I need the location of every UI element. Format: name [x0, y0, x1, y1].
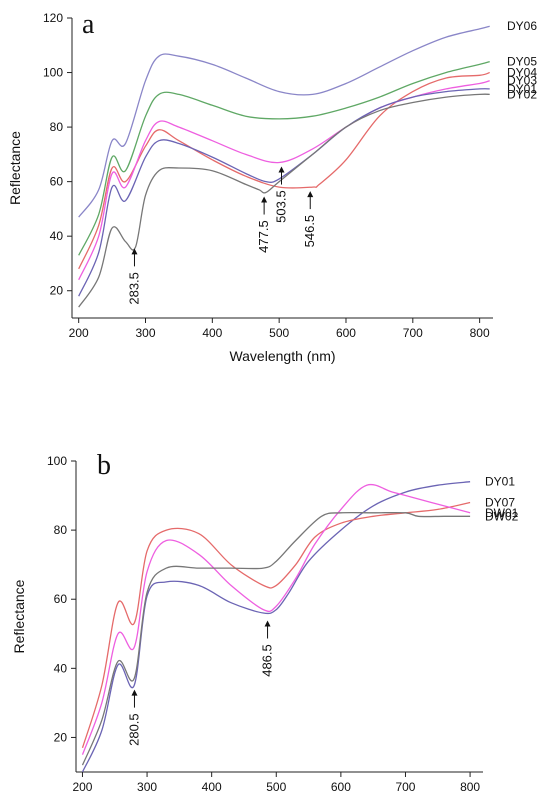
series-line-dy01: [78, 88, 490, 297]
x-tick-label: 300: [135, 326, 155, 340]
x-tick-label: 200: [69, 326, 89, 340]
legend-label-dy02: DY02: [507, 87, 537, 101]
chart-panel-a: 200 300 400 500 600 700 800 20 40 60 80 100 120 Wavel…: [7, 9, 537, 364]
legend-label-dw01: DW01: [485, 506, 519, 520]
legend-label-dw02: DW02: [485, 509, 519, 523]
y-tick-label: 60: [54, 592, 68, 606]
y-tick-label: 100: [43, 66, 63, 80]
x-tick-label: 200: [72, 780, 92, 794]
x-tick-label: 300: [137, 780, 157, 794]
y-axis-label: Reflectance: [11, 579, 27, 653]
y-tick-label: 80: [50, 120, 64, 134]
x-tick-label: 500: [269, 326, 289, 340]
series-line-dy06: [78, 25, 490, 218]
series-line-dy01: [81, 481, 471, 773]
x-tick-label: 700: [403, 326, 423, 340]
x-axis-label: Wavelength (nm): [229, 348, 335, 364]
x-tick-label: 600: [336, 326, 356, 340]
x-axis-label: Wavelength (nm): [226, 802, 332, 805]
annotation-arrowhead: [264, 620, 271, 627]
panel-label: a: [82, 9, 95, 40]
y-tick-label: 20: [50, 284, 64, 298]
series-line-dy07: [81, 501, 471, 748]
y-tick-label: 60: [50, 175, 64, 189]
x-tick-label: 700: [395, 780, 415, 794]
x-tick-label: 400: [202, 780, 222, 794]
y-tick-label: 120: [43, 11, 63, 25]
annotation-arrowhead: [307, 191, 314, 198]
x-tick-label: 400: [202, 326, 222, 340]
x-tick-label: 800: [470, 326, 490, 340]
chart-panel-b: 200 300 400 500 600 700 800 20 40 60 80 100 Waveleng…: [11, 450, 519, 805]
y-tick-label: 40: [50, 229, 64, 243]
x-tick-label: 800: [460, 780, 480, 794]
series-line-dy05: [78, 60, 490, 256]
legend-label-dy07: DY07: [485, 495, 515, 509]
legend-label-dy01: DY01: [507, 82, 537, 96]
annotation-label: 283.5: [126, 272, 141, 305]
y-tick-label: 20: [54, 730, 68, 744]
panel-label: b: [97, 450, 111, 481]
y-axis-label: Reflectance: [7, 131, 23, 205]
series-line-dy04: [78, 71, 490, 270]
y-tick-label: 80: [54, 523, 68, 537]
x-tick-label: 500: [266, 780, 286, 794]
annotation-arrowhead: [131, 248, 138, 255]
legend-label-dy04: DY04: [507, 66, 537, 80]
legend-label-dy01: DY01: [485, 475, 515, 489]
y-tick-label: 100: [47, 454, 67, 468]
annotation-arrowhead: [131, 689, 138, 696]
x-tick-label: 600: [331, 780, 351, 794]
legend-label-dy05: DY05: [507, 55, 537, 69]
annotation-arrowhead: [261, 196, 268, 203]
annotation-label: 486.5: [260, 644, 275, 677]
series-line-dy02: [78, 93, 490, 308]
series-line-dw02: [81, 511, 471, 766]
legend-label-dy06: DY06: [507, 19, 537, 33]
annotation-label: 546.5: [302, 215, 317, 248]
y-tick-label: 40: [54, 661, 68, 675]
annotation-arrowhead: [278, 166, 285, 173]
series-line-dw01: [81, 483, 471, 755]
annotation-label: 503.5: [273, 190, 288, 223]
annotation-label: 280.5: [126, 713, 141, 746]
annotation-label: 477.5: [256, 220, 271, 253]
legend-label-dy03: DY03: [507, 74, 537, 88]
series-line-dy03: [78, 80, 490, 281]
